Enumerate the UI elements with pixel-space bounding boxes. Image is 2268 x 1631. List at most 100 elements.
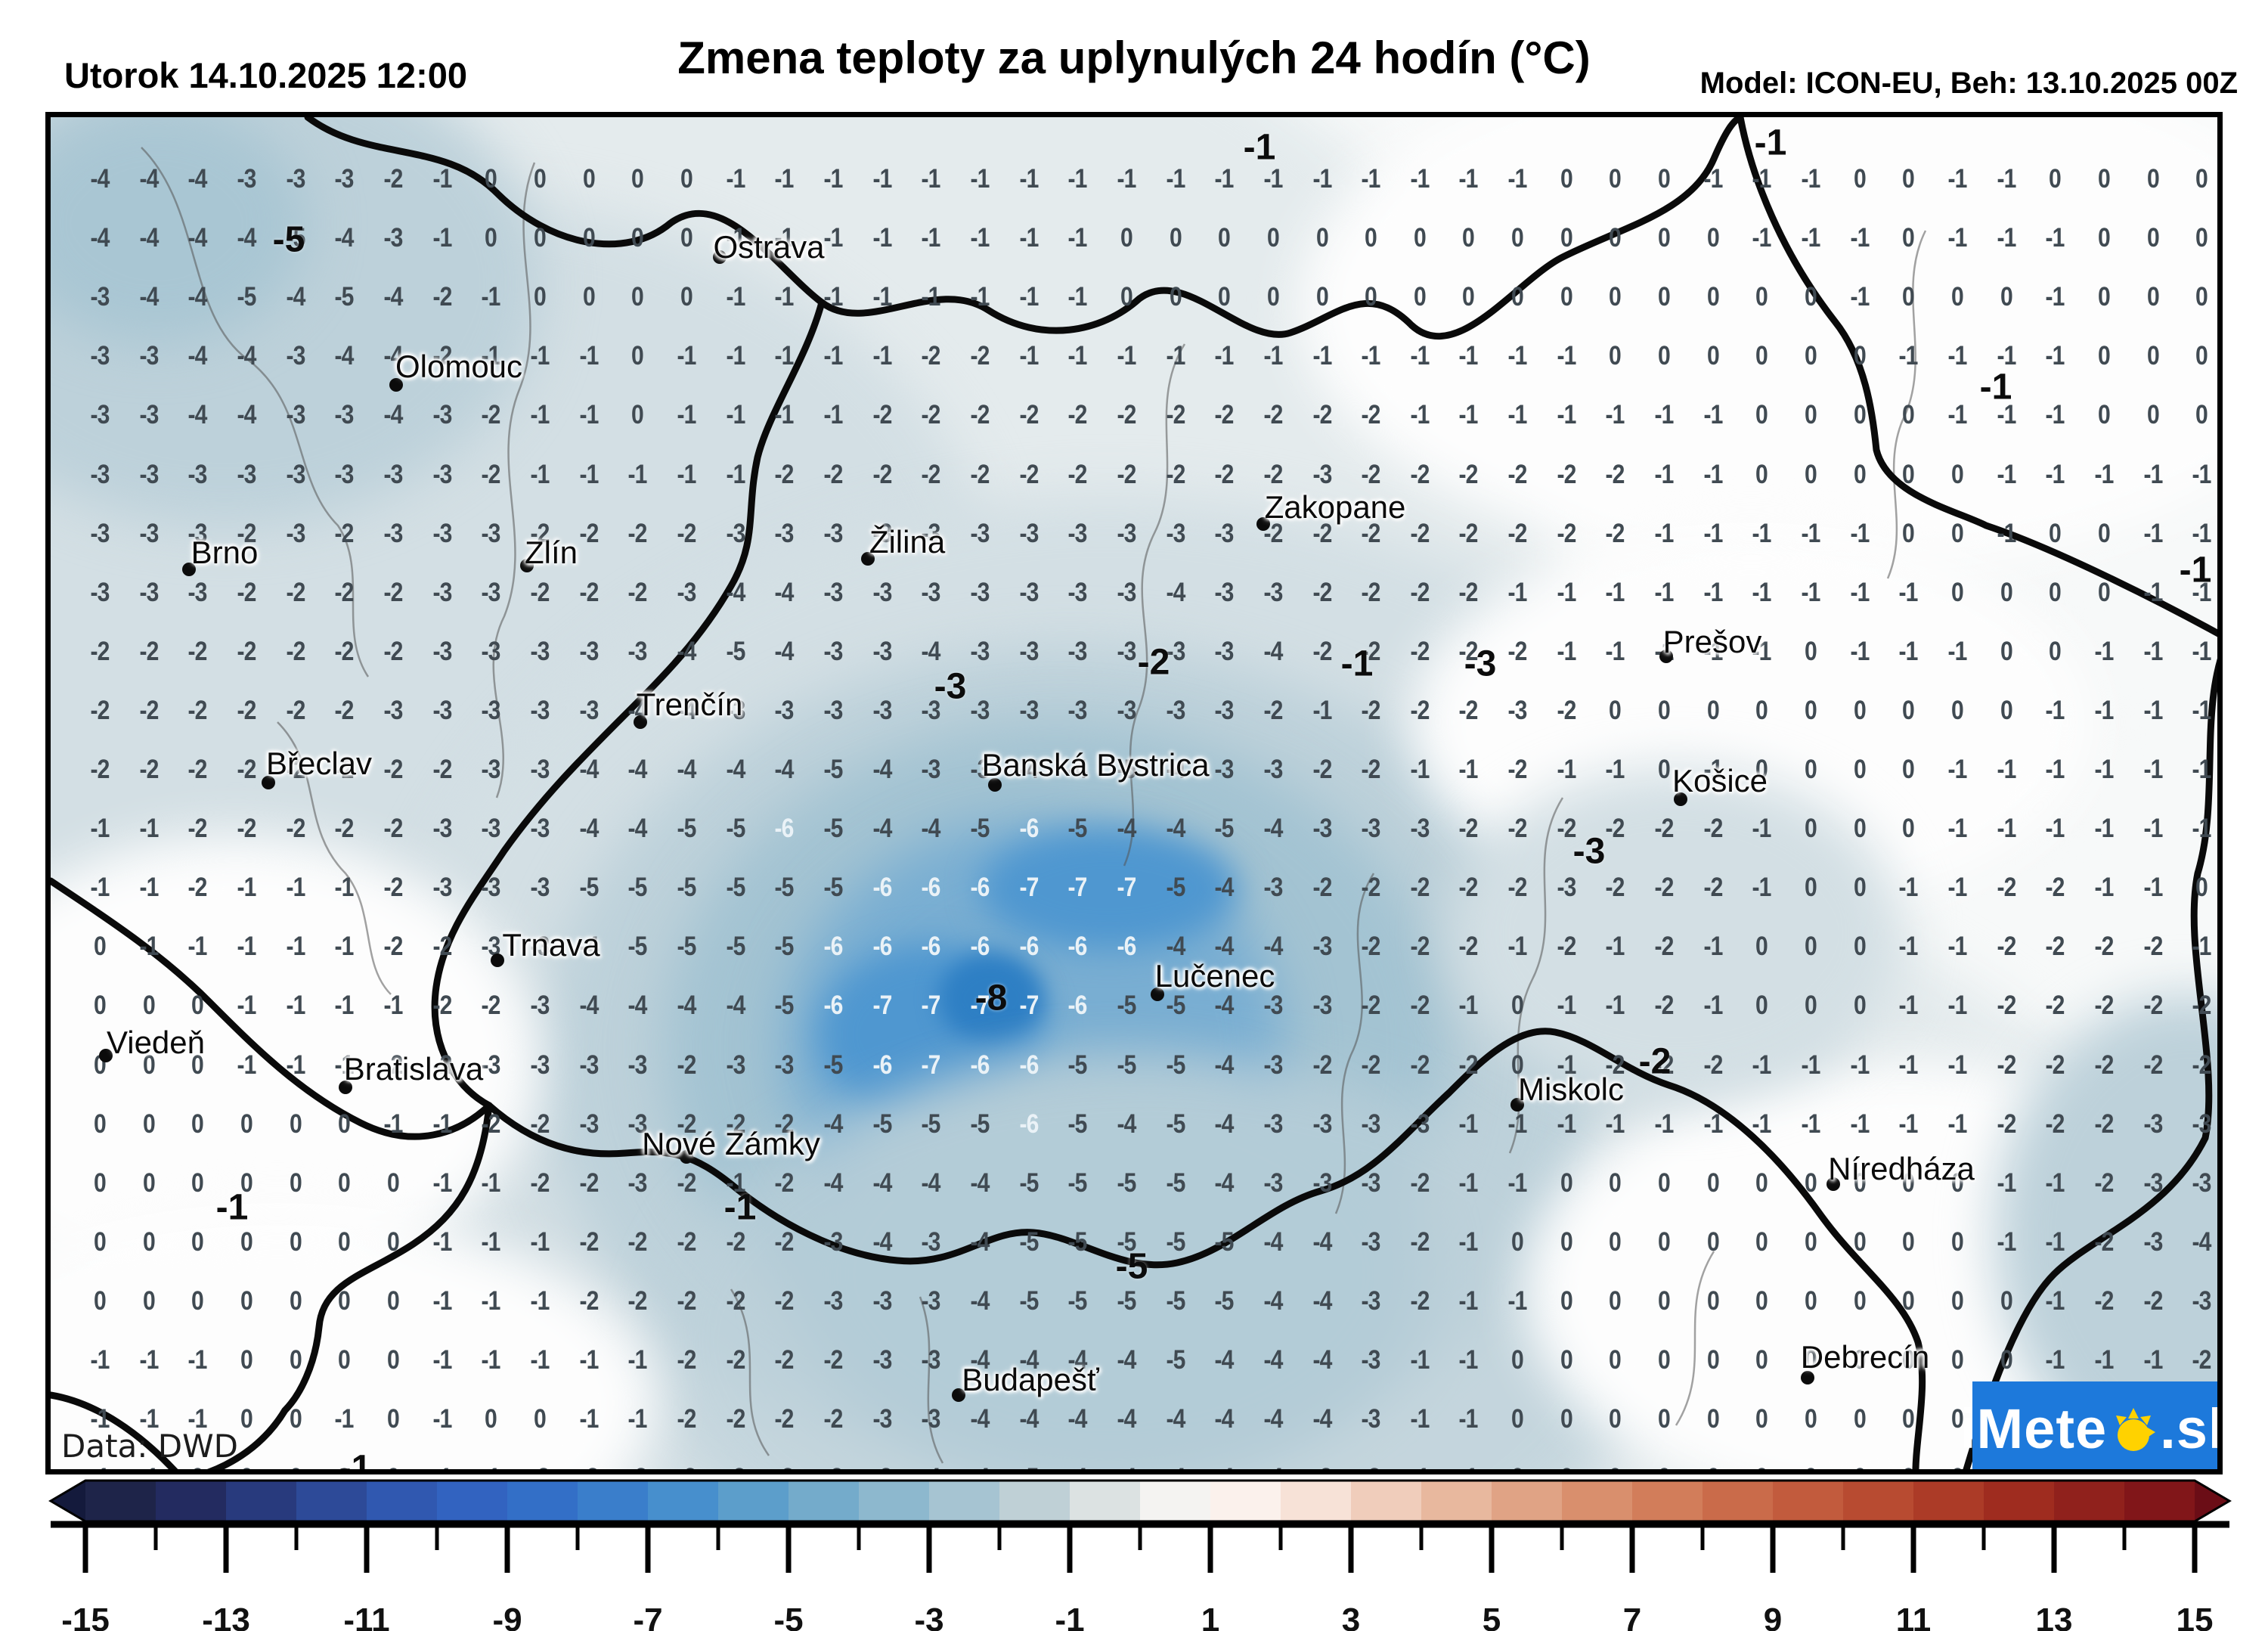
grid-value: -1 bbox=[1605, 991, 1625, 1021]
grid-value: -1 bbox=[2192, 695, 2212, 725]
grid-value: -4 bbox=[970, 1226, 990, 1257]
grid-value: -5 bbox=[1165, 1050, 1185, 1080]
grid-value: -5 bbox=[627, 873, 648, 903]
grid-value: -1 bbox=[1263, 164, 1283, 194]
grid-value: -2 bbox=[481, 991, 501, 1021]
grid-value: -1 bbox=[1165, 164, 1185, 194]
grid-value: -1 bbox=[677, 341, 696, 371]
grid-value: 0 bbox=[2000, 577, 2013, 607]
grid-value: -5 bbox=[1067, 1109, 1088, 1139]
colorbar-tick-label: -11 bbox=[343, 1602, 389, 1631]
border-cz-sk-pl bbox=[304, 117, 1744, 340]
grid-value: -2 bbox=[2045, 873, 2065, 903]
grid-value: -2 bbox=[383, 577, 403, 607]
grid-value: -1 bbox=[481, 341, 501, 371]
grid-value: -3 bbox=[1361, 1285, 1381, 1316]
grid-value: -1 bbox=[2143, 873, 2163, 903]
grid-value: 0 bbox=[1805, 991, 1817, 1021]
grid-value: -1 bbox=[2143, 755, 2163, 784]
grid-value: 0 bbox=[1902, 400, 1915, 430]
grid-value: -2 bbox=[432, 755, 452, 784]
grid-value: 0 bbox=[533, 164, 547, 194]
sun-icon bbox=[2116, 1408, 2156, 1451]
grid-value: -4 bbox=[139, 282, 159, 312]
grid-value: 0 bbox=[142, 1167, 156, 1198]
grid-value: -1 bbox=[187, 1345, 208, 1375]
grid-value: -3 bbox=[237, 164, 256, 194]
grid-value: 0 bbox=[1902, 164, 1915, 194]
grid-value: -2 bbox=[286, 695, 305, 725]
grid-value: -1 bbox=[2143, 577, 2163, 607]
grid-value: -3 bbox=[970, 577, 990, 607]
grid-value: -4 bbox=[286, 282, 305, 312]
grid-value: -2 bbox=[1557, 459, 1576, 489]
grid-value: 0 bbox=[1805, 932, 1817, 962]
grid-value: -1 bbox=[432, 1345, 452, 1375]
grid-value: -2 bbox=[1997, 873, 2016, 903]
grid-value: -1 bbox=[677, 400, 696, 430]
grid-value: -1 bbox=[1117, 341, 1136, 371]
grid-value: 0 bbox=[1218, 223, 1231, 253]
country-border-lines bbox=[51, 117, 2217, 1469]
grid-value: -2 bbox=[1458, 873, 1479, 903]
colorbar-segment bbox=[1492, 1481, 1563, 1521]
grid-value: -2 bbox=[970, 341, 990, 371]
grid-value: -3 bbox=[1067, 636, 1088, 666]
grid-value: 0 bbox=[1706, 695, 1720, 725]
grid-value: 0 bbox=[240, 1345, 253, 1375]
grid-value: 0 bbox=[1853, 1167, 1867, 1198]
grid-value: -2 bbox=[1557, 518, 1576, 548]
grid-value: -4 bbox=[1019, 1345, 1039, 1375]
grid-value: 0 bbox=[1169, 223, 1182, 253]
grid-value: -4 bbox=[90, 164, 110, 194]
grid-value: -1 bbox=[1997, 341, 2016, 371]
imeteo-logo[interactable]: iMete .sk bbox=[1960, 1381, 2217, 1469]
grid-value: -2 bbox=[774, 1345, 795, 1375]
city-label: Nové Zámky bbox=[642, 1126, 820, 1161]
grid-value: -2 bbox=[1605, 873, 1625, 903]
grid-value: -4 bbox=[921, 814, 941, 844]
grid-value: -3 bbox=[627, 1109, 648, 1139]
border-sk-ua bbox=[1737, 117, 2217, 637]
grid-value: -3 bbox=[432, 814, 452, 844]
grid-value: -3 bbox=[432, 695, 452, 725]
grid-value: -3 bbox=[1263, 755, 1283, 784]
grid-value: -1 bbox=[1605, 400, 1625, 430]
grid-value: -2 bbox=[1458, 1050, 1479, 1080]
grid-value: -6 bbox=[1019, 814, 1039, 844]
colorbar-tick-label: 15 bbox=[2177, 1602, 2214, 1631]
grid-value: -1 bbox=[1654, 400, 1675, 430]
grid-value: -2 bbox=[383, 932, 403, 962]
grid-value: -1 bbox=[2094, 695, 2115, 725]
grid-value: -7 bbox=[1019, 873, 1039, 903]
grid-value: -1 bbox=[90, 1404, 110, 1434]
grid-value: 0 bbox=[240, 1463, 253, 1469]
grid-value: -5 bbox=[1067, 1285, 1088, 1316]
grid-value: -1 bbox=[237, 1050, 256, 1080]
grid-value: -4 bbox=[579, 932, 599, 962]
grid-value: -3 bbox=[139, 341, 159, 371]
grid-value: -1 bbox=[1557, 755, 1576, 784]
grid-value: -1 bbox=[334, 1050, 355, 1080]
grid-value: -4 bbox=[1214, 873, 1235, 903]
grid-value: -1 bbox=[2045, 459, 2065, 489]
grid-value: -3 bbox=[1214, 636, 1235, 666]
grid-value: -1 bbox=[1605, 1109, 1625, 1139]
grid-value: 0 bbox=[1706, 223, 1720, 253]
grid-value: -5 bbox=[823, 755, 843, 784]
grid-value: -4 bbox=[726, 755, 745, 784]
grid-value: -2 bbox=[1214, 400, 1235, 430]
grid-value: 0 bbox=[1462, 282, 1476, 312]
grid-value: -2 bbox=[383, 755, 403, 784]
grid-value: -1 bbox=[90, 1345, 110, 1375]
grid-value: -1 bbox=[1898, 991, 1919, 1021]
colorbar-segment bbox=[718, 1481, 789, 1521]
grid-value: -5 bbox=[774, 932, 795, 962]
grid-value: -2 bbox=[677, 1345, 696, 1375]
grid-value: 0 bbox=[289, 1285, 302, 1316]
grid-value: -4 bbox=[1263, 1285, 1283, 1316]
city-label: Banská Bystrica bbox=[981, 747, 1210, 783]
grid-value: -6 bbox=[1019, 932, 1039, 962]
grid-value: -2 bbox=[90, 755, 110, 784]
